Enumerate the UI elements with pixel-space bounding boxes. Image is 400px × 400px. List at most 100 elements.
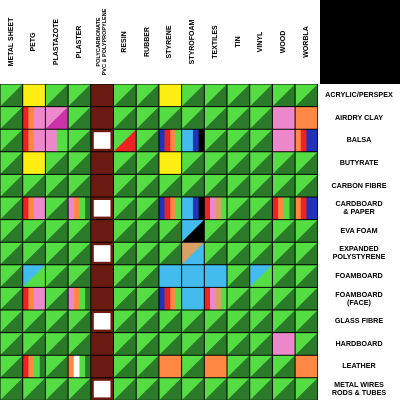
cell-triangle [295, 310, 318, 333]
row-label-balsa: BALSA [346, 135, 372, 145]
cell-fill [158, 84, 182, 107]
cell-stripe [198, 129, 205, 152]
cell-triangle [204, 106, 227, 130]
cell-triangle [0, 377, 23, 400]
cell-triangle [158, 310, 182, 333]
cell-triangle [227, 129, 250, 152]
cell-triangle [249, 377, 273, 400]
cell-triangle [227, 219, 250, 243]
cell-triangle [158, 219, 182, 243]
cell-triangle [227, 129, 250, 152]
cell-triangle [22, 377, 46, 400]
row-label-foamboard: FOAMBOARD (FACE) [335, 289, 383, 307]
cell-triangle [68, 174, 91, 197]
cell-triangle [295, 219, 318, 243]
cell-stripe [170, 129, 177, 152]
cell-stripe [198, 197, 205, 220]
row-label-expanded: EXPANDED POLYSTYRENE [332, 244, 386, 262]
cell-triangle [295, 287, 318, 310]
cell-triangle [45, 84, 69, 107]
cell-fill [90, 106, 114, 130]
cell-triangle [181, 332, 205, 356]
cell-triangle [181, 355, 205, 378]
cell-triangle [204, 377, 227, 400]
cell-triangle [227, 174, 250, 197]
cell-fill [295, 355, 318, 378]
cell-triangle [227, 377, 250, 400]
cell-triangle [68, 129, 91, 152]
cell-triangle [249, 197, 273, 220]
cell-triangle [272, 174, 296, 197]
cell-triangle [68, 242, 91, 265]
cell-triangle [249, 355, 273, 378]
cell-stripe [85, 287, 92, 310]
cell-triangle [272, 219, 296, 243]
cell-fill [272, 129, 296, 152]
cell-stripe [39, 129, 46, 152]
cell-triangle [0, 84, 23, 107]
cell-fill [90, 287, 114, 310]
cell-stripe [34, 197, 41, 220]
cell-triangle [45, 264, 69, 288]
cell-triangle [113, 219, 137, 243]
cell-triangle [204, 151, 227, 175]
cell-triangle [227, 106, 250, 130]
cell-stripe [22, 129, 29, 152]
cell-triangle [181, 310, 205, 333]
cell-triangle [22, 242, 46, 265]
cell-triangle [272, 310, 296, 333]
row-label-acrylic-perspex: ACRYLIC/PERSPEX [325, 90, 393, 100]
cell-triangle [45, 84, 69, 107]
cell-triangle [22, 310, 46, 333]
column-header-textiles: TEXTILES [205, 4, 227, 80]
cell-triangle [295, 242, 318, 265]
cell-triangle [113, 264, 137, 288]
cell-stripe [187, 129, 194, 152]
row-label-eva-foam: EVA FOAM [340, 225, 378, 235]
cell-triangle [136, 197, 159, 220]
cell-triangle [113, 151, 137, 175]
cell-triangle [68, 242, 91, 265]
cell-triangle [22, 219, 46, 243]
cell-triangle [227, 174, 250, 197]
cell-stripe [68, 355, 75, 378]
row-label-carbon-fibre: CARBON FIBRE [331, 180, 387, 190]
cell-triangle [227, 310, 250, 333]
cell-stripe [73, 355, 80, 378]
cell-stripe [39, 106, 46, 130]
cell-triangle [0, 151, 23, 175]
cell-triangle [249, 264, 273, 288]
column-header-label: PETG [30, 32, 38, 52]
cell-stripe [85, 355, 92, 378]
cell-triangle [249, 310, 273, 333]
cell-fill [181, 264, 205, 288]
cell-triangle [45, 332, 69, 356]
column-header-label: RUBBER [143, 27, 151, 57]
cell-stripe [215, 287, 222, 310]
column-header-worbla: WORBLA [296, 4, 318, 80]
cell-triangle [295, 219, 318, 243]
cell-fill [93, 132, 111, 149]
cell-triangle [68, 310, 91, 333]
cell-stripe [181, 197, 188, 220]
cell-triangle [23, 377, 46, 400]
row-label-foamboard: FOAMBOARD [335, 271, 383, 281]
row-label-glass-fibre: GLASS FIBRE [334, 316, 384, 326]
cell-triangle [22, 242, 46, 265]
cell-triangle [113, 129, 137, 152]
cell-stripe [34, 129, 41, 152]
cell-stripe [34, 355, 41, 378]
cell-triangle [250, 377, 273, 400]
cell-triangle [158, 377, 182, 400]
cell-stripe [68, 287, 75, 310]
cell-triangle [0, 264, 23, 288]
cell-triangle [204, 106, 227, 130]
cell-triangle [295, 377, 318, 400]
cell-fill [158, 264, 182, 288]
cell-triangle [295, 377, 318, 400]
cell-fill [93, 380, 111, 398]
cell-triangle [272, 242, 296, 265]
cell-triangle [181, 174, 205, 197]
cell-triangle [68, 219, 91, 243]
column-header-polycarbonate: POLYCARBONATE PVC & POLYPROPYLENE [91, 4, 113, 80]
